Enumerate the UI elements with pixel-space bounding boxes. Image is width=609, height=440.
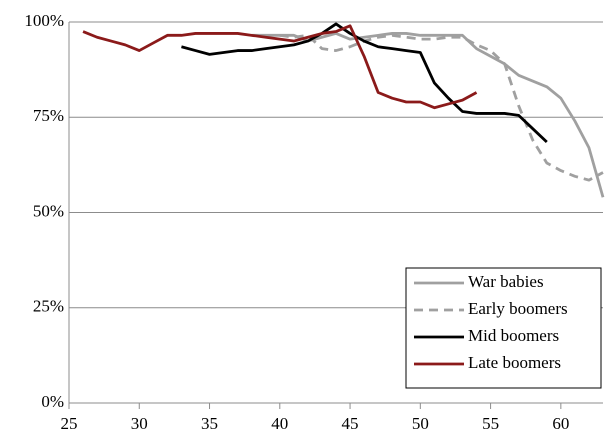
- y-tick-label: 75%: [33, 106, 64, 125]
- series-line: [251, 32, 605, 198]
- legend-label: Early boomers: [468, 299, 568, 318]
- x-tick-label: 50: [412, 414, 429, 433]
- legend-label: War babies: [468, 272, 544, 291]
- x-tick-label: 40: [271, 414, 288, 433]
- x-tick-label: 30: [131, 414, 148, 433]
- y-tick-label: 100%: [24, 11, 64, 30]
- y-tick-label: 50%: [33, 201, 64, 220]
- x-tick-label: 35: [201, 414, 218, 433]
- legend-label: Late boomers: [468, 353, 561, 372]
- legend-label: Mid boomers: [468, 326, 559, 345]
- x-tick-label: 60: [552, 414, 569, 433]
- x-tick-label: 55: [482, 414, 499, 433]
- y-tick-label: 0%: [41, 392, 64, 411]
- series-line: [82, 24, 478, 110]
- legend-box: [405, 267, 602, 389]
- x-tick-label: 45: [342, 414, 359, 433]
- y-tick-label: 25%: [33, 297, 64, 316]
- x-tick-label: 25: [61, 414, 78, 433]
- series-line: [279, 33, 604, 182]
- series-line: [181, 22, 548, 144]
